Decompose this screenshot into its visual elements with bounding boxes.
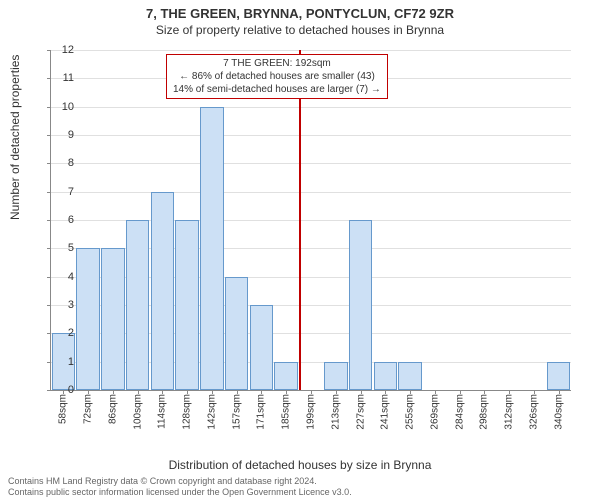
ytick-label: 11 bbox=[54, 72, 74, 84]
bar bbox=[250, 305, 274, 390]
bar bbox=[200, 107, 224, 390]
footer: Contains HM Land Registry data © Crown c… bbox=[8, 476, 352, 498]
xtick-label: 114sqm bbox=[157, 394, 168, 429]
ytick-label: 7 bbox=[54, 186, 74, 198]
ytick-label: 0 bbox=[54, 384, 74, 396]
footer-line-2: Contains public sector information licen… bbox=[8, 487, 352, 498]
xtick-label: 326sqm bbox=[528, 394, 539, 430]
ytick-label: 9 bbox=[54, 129, 74, 141]
gridline bbox=[51, 192, 571, 193]
ytick-mark bbox=[47, 248, 51, 249]
bar bbox=[547, 362, 571, 390]
bar bbox=[398, 362, 422, 390]
ytick-mark bbox=[47, 333, 51, 334]
chart-title: 7, THE GREEN, BRYNNA, PONTYCLUN, CF72 9Z… bbox=[0, 0, 600, 21]
bar bbox=[126, 220, 150, 390]
ytick-label: 2 bbox=[54, 327, 74, 339]
bar bbox=[225, 277, 249, 390]
bar bbox=[274, 362, 298, 390]
gridline bbox=[51, 107, 571, 108]
ytick-label: 3 bbox=[54, 299, 74, 311]
xtick-label: 142sqm bbox=[206, 394, 217, 430]
ytick-mark bbox=[47, 107, 51, 108]
ytick-mark bbox=[47, 277, 51, 278]
plot-area: 58sqm72sqm86sqm100sqm114sqm128sqm142sqm1… bbox=[50, 50, 570, 390]
ytick-mark bbox=[47, 135, 51, 136]
ytick-mark bbox=[47, 78, 51, 79]
xtick-label: 284sqm bbox=[454, 394, 465, 430]
xtick-label: 157sqm bbox=[231, 394, 242, 430]
xtick-label: 340sqm bbox=[553, 394, 564, 430]
xtick-label: 86sqm bbox=[107, 394, 118, 424]
xtick-label: 241sqm bbox=[380, 394, 391, 430]
xtick-label: 199sqm bbox=[306, 394, 317, 430]
x-axis-label: Distribution of detached houses by size … bbox=[0, 458, 600, 472]
y-axis-label: Number of detached properties bbox=[8, 55, 22, 220]
marker-line bbox=[299, 50, 301, 390]
gridline bbox=[51, 135, 571, 136]
ytick-label: 8 bbox=[54, 157, 74, 169]
xtick-label: 100sqm bbox=[132, 394, 143, 430]
xtick-label: 58sqm bbox=[58, 394, 69, 424]
xtick-label: 227sqm bbox=[355, 394, 366, 430]
bar bbox=[349, 220, 373, 390]
bar bbox=[374, 362, 398, 390]
ytick-label: 4 bbox=[54, 271, 74, 283]
footer-line-1: Contains HM Land Registry data © Crown c… bbox=[8, 476, 352, 487]
xtick-label: 255sqm bbox=[405, 394, 416, 430]
bar bbox=[76, 248, 100, 390]
gridline bbox=[51, 163, 571, 164]
ytick-label: 12 bbox=[54, 44, 74, 56]
xtick-label: 128sqm bbox=[182, 394, 193, 430]
xtick-label: 298sqm bbox=[479, 394, 490, 430]
xtick-label: 185sqm bbox=[281, 394, 292, 430]
chart-container: 7, THE GREEN, BRYNNA, PONTYCLUN, CF72 9Z… bbox=[0, 0, 600, 500]
ytick-label: 5 bbox=[54, 242, 74, 254]
ytick-label: 1 bbox=[54, 356, 74, 368]
bar bbox=[151, 192, 175, 390]
ytick-label: 10 bbox=[54, 101, 74, 113]
ytick-label: 6 bbox=[54, 214, 74, 226]
ytick-mark bbox=[47, 390, 51, 391]
plot: 58sqm72sqm86sqm100sqm114sqm128sqm142sqm1… bbox=[50, 50, 571, 391]
bar bbox=[324, 362, 348, 390]
bar bbox=[175, 220, 199, 390]
ytick-mark bbox=[47, 220, 51, 221]
xtick-label: 171sqm bbox=[256, 394, 267, 430]
ytick-mark bbox=[47, 163, 51, 164]
callout-line: 14% of semi-detached houses are larger (… bbox=[173, 83, 381, 96]
ytick-mark bbox=[47, 192, 51, 193]
xtick-label: 312sqm bbox=[504, 394, 515, 430]
chart-subtitle: Size of property relative to detached ho… bbox=[0, 21, 600, 37]
callout-box: 7 THE GREEN: 192sqm← 86% of detached hou… bbox=[166, 54, 388, 99]
ytick-mark bbox=[47, 305, 51, 306]
callout-line: 7 THE GREEN: 192sqm bbox=[173, 57, 381, 70]
gridline bbox=[51, 50, 571, 51]
bar bbox=[101, 248, 125, 390]
xtick-label: 72sqm bbox=[83, 394, 94, 424]
ytick-mark bbox=[47, 50, 51, 51]
xtick-label: 269sqm bbox=[429, 394, 440, 430]
callout-line: ← 86% of detached houses are smaller (43… bbox=[173, 70, 381, 83]
ytick-mark bbox=[47, 362, 51, 363]
xtick-label: 213sqm bbox=[330, 394, 341, 430]
